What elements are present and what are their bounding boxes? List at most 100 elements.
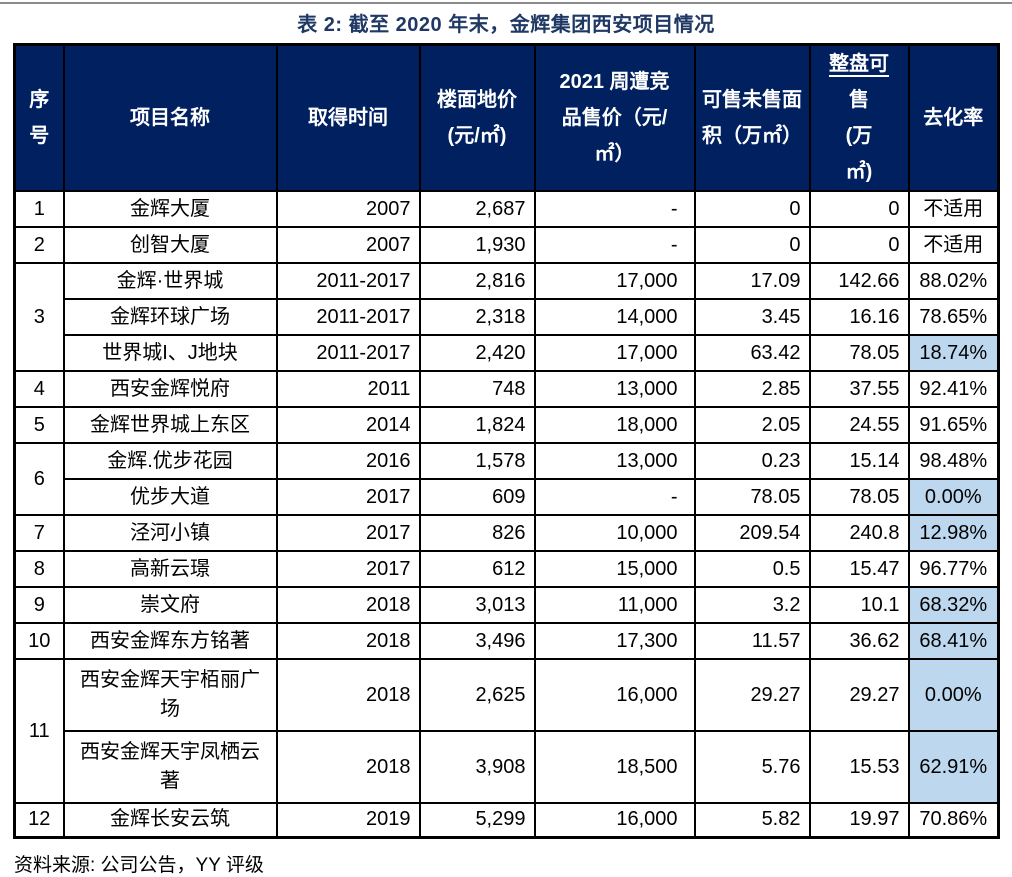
cell-comp-price: 14,000 bbox=[533, 298, 696, 336]
cell-acquired-time: 2018 bbox=[275, 586, 421, 624]
cell-absorption-rate-highlighted: 0.00% bbox=[907, 658, 1000, 732]
cell-unsold-area: 63.42 bbox=[693, 334, 811, 372]
cell-unsold-area: 78.05 bbox=[693, 478, 811, 516]
cell-absorption-rate-highlighted: 68.41% bbox=[907, 622, 1000, 660]
cell-index: 2 bbox=[13, 226, 65, 264]
cell-project-name: 崇文府 bbox=[62, 586, 278, 624]
cell-index-group11: 11 bbox=[13, 658, 65, 804]
cell-absorption-rate: 不适用 bbox=[907, 226, 1000, 264]
cell-total-sellable: 36.62 bbox=[808, 622, 910, 660]
cell-absorption-rate: 98.48% bbox=[907, 442, 1000, 480]
cell-unsold-area: 3.2 bbox=[693, 586, 811, 624]
cell-acquired-time: 2016 bbox=[275, 442, 421, 480]
cell-absorption-rate-highlighted: 18.74% bbox=[907, 334, 1000, 372]
cell-project-name: 世界城I、J地块 bbox=[62, 334, 278, 372]
table-row: 5 金辉世界城上东区 2014 1,824 18,000 2.05 24.55 … bbox=[13, 406, 1000, 444]
header-label: 可售未售面 积（万㎡） bbox=[702, 89, 802, 147]
cell-project-name: 西安金辉东方铭著 bbox=[62, 622, 278, 660]
cell-index: 8 bbox=[13, 550, 65, 588]
cell-acquired-time: 2018 bbox=[275, 658, 421, 732]
cell-absorption-rate: 96.77% bbox=[907, 550, 1000, 588]
header-label: 取得时间 bbox=[308, 107, 388, 129]
cell-comp-price: - bbox=[533, 190, 696, 228]
cell-unsold-area: 209.54 bbox=[693, 514, 811, 552]
cell-unsold-area: 2.85 bbox=[693, 370, 811, 408]
cell-comp-price: 16,000 bbox=[533, 802, 696, 838]
cell-total-sellable: 15.47 bbox=[808, 550, 910, 588]
cell-project-name: 西安金辉天宇栢丽广场 bbox=[62, 658, 278, 732]
header-label-underlined: 整盘可 bbox=[829, 53, 889, 75]
cell-project-name: 金辉长安云筑 bbox=[62, 802, 278, 838]
cell-floor-price: 5,299 bbox=[418, 802, 536, 838]
cell-comp-price: - bbox=[533, 226, 696, 264]
cell-acquired-time: 2007 bbox=[275, 226, 421, 264]
cell-unsold-area: 5.82 bbox=[693, 802, 811, 838]
cell-unsold-area: 3.45 bbox=[693, 298, 811, 336]
cell-floor-price: 2,318 bbox=[418, 298, 536, 336]
cell-acquired-time: 2018 bbox=[275, 730, 421, 804]
cell-unsold-area: 2.05 bbox=[693, 406, 811, 444]
header-label: 项目名称 bbox=[130, 107, 210, 129]
cell-floor-price: 1,824 bbox=[418, 406, 536, 444]
cell-acquired-time: 2007 bbox=[275, 190, 421, 228]
header-cell-acquired-time: 取得时间 bbox=[275, 43, 421, 192]
table-row: 8 高新云璟 2017 612 15,000 0.5 15.47 96.77% bbox=[13, 550, 1000, 588]
source-note: 资料来源: 公司公告，YY 评级 bbox=[14, 854, 264, 876]
cell-total-sellable: 37.55 bbox=[808, 370, 910, 408]
header-cell-unsold-area: 可售未售面 积（万㎡） bbox=[693, 43, 811, 192]
projects-table: 序 号 项目名称 取得时间 楼面地价 (元/㎡) 2021 周遭竞 品售价（元/… bbox=[13, 43, 1000, 839]
cell-absorption-rate: 不适用 bbox=[907, 190, 1000, 228]
cell-absorption-rate-highlighted: 0.00% bbox=[907, 478, 1000, 516]
cell-comp-price: 15,000 bbox=[533, 550, 696, 588]
cell-index-group6: 6 bbox=[13, 442, 65, 516]
cell-total-sellable: 24.55 bbox=[808, 406, 910, 444]
cell-total-sellable: 78.05 bbox=[808, 334, 910, 372]
header-label: 售 (万 ㎡) bbox=[845, 89, 873, 183]
cell-comp-price: 17,000 bbox=[533, 334, 696, 372]
cell-total-sellable: 240.8 bbox=[808, 514, 910, 552]
cell-comp-price: - bbox=[533, 478, 696, 516]
header-row: 序 号 项目名称 取得时间 楼面地价 (元/㎡) 2021 周遭竞 品售价（元/… bbox=[13, 43, 1000, 192]
cell-absorption-rate: 88.02% bbox=[907, 262, 1000, 300]
cell-project-name: 金辉.优步花园 bbox=[62, 442, 278, 480]
cell-project-name: 金辉环球广场 bbox=[62, 298, 278, 336]
top-divider bbox=[0, 2, 1012, 4]
cell-absorption-rate: 91.65% bbox=[907, 406, 1000, 444]
cell-total-sellable: 15.53 bbox=[808, 730, 910, 804]
cell-index: 7 bbox=[13, 514, 65, 552]
header-label: 2021 周遭竞 品售价（元/ ㎡） bbox=[559, 71, 670, 165]
cell-absorption-rate-highlighted: 62.91% bbox=[907, 730, 1000, 804]
cell-total-sellable: 16.16 bbox=[808, 298, 910, 336]
cell-index-group3: 3 bbox=[13, 262, 65, 372]
cell-total-sellable: 10.1 bbox=[808, 586, 910, 624]
cell-project-name: 优步大道 bbox=[62, 478, 278, 516]
cell-acquired-time: 2019 bbox=[275, 802, 421, 838]
table-row: 12 金辉长安云筑 2019 5,299 16,000 5.82 19.97 7… bbox=[13, 802, 1000, 838]
cell-comp-price: 17,000 bbox=[533, 262, 696, 300]
table-row: 优步大道 2017 609 - 78.05 78.05 0.00% bbox=[15, 478, 1000, 516]
cell-unsold-area: 0 bbox=[693, 226, 811, 264]
cell-acquired-time: 2011-2017 bbox=[275, 262, 421, 300]
cell-floor-price: 609 bbox=[418, 478, 536, 516]
cell-floor-price: 2,625 bbox=[418, 658, 536, 732]
cell-floor-price: 2,420 bbox=[418, 334, 536, 372]
header-cell-floor-price: 楼面地价 (元/㎡) bbox=[418, 43, 536, 192]
cell-total-sellable: 0 bbox=[808, 226, 910, 264]
cell-absorption-rate-highlighted: 12.98% bbox=[907, 514, 1000, 552]
cell-absorption-rate-highlighted: 68.32% bbox=[907, 586, 1000, 624]
cell-index: 5 bbox=[13, 406, 65, 444]
cell-unsold-area: 17.09 bbox=[693, 262, 811, 300]
table-row: 11 西安金辉天宇栢丽广场 2018 2,625 16,000 29.27 29… bbox=[13, 658, 1000, 804]
cell-comp-price: 13,000 bbox=[533, 370, 696, 408]
cell-unsold-area: 5.76 bbox=[693, 730, 811, 804]
cell-absorption-rate: 92.41% bbox=[907, 370, 1000, 408]
cell-absorption-rate: 78.65% bbox=[907, 298, 1000, 336]
cell-total-sellable: 78.05 bbox=[808, 478, 910, 516]
cell-acquired-time: 2017 bbox=[275, 550, 421, 588]
cell-floor-price: 612 bbox=[418, 550, 536, 588]
cell-project-name: 泾河小镇 bbox=[62, 514, 278, 552]
cell-floor-price: 1,930 bbox=[418, 226, 536, 264]
cell-total-sellable: 19.97 bbox=[808, 802, 910, 838]
cell-unsold-area: 0.23 bbox=[693, 442, 811, 480]
cell-unsold-area: 11.57 bbox=[693, 622, 811, 660]
